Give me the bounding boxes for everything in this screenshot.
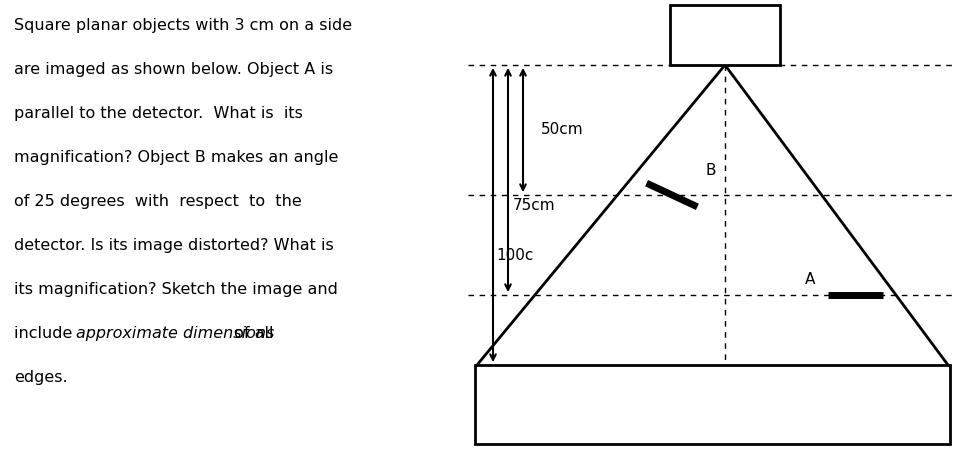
Text: of all: of all	[229, 326, 273, 341]
Text: of 25 degrees  with  respect  to  the: of 25 degrees with respect to the	[14, 194, 302, 209]
Text: detector. Is its image distorted? What is: detector. Is its image distorted? What i…	[14, 238, 334, 253]
Text: approximate dimensions: approximate dimensions	[76, 326, 274, 341]
Bar	[475, 365, 950, 444]
Text: Square planar objects with 3 cm on a side: Square planar objects with 3 cm on a sid…	[14, 18, 352, 33]
Text: 75cm: 75cm	[513, 198, 556, 212]
Text: are imaged as shown below. Object A is: are imaged as shown below. Object A is	[14, 62, 333, 77]
Text: edges.: edges.	[14, 370, 68, 385]
Text: 100c: 100c	[496, 247, 534, 263]
Text: 50cm: 50cm	[541, 123, 584, 137]
Text: parallel to the detector.  What is  its: parallel to the detector. What is its	[14, 106, 303, 121]
Text: B: B	[705, 163, 716, 178]
Bar	[670, 5, 780, 65]
Text: its magnification? Sketch the image and: its magnification? Sketch the image and	[14, 282, 338, 297]
Text: magnification? Object B makes an angle: magnification? Object B makes an angle	[14, 150, 339, 165]
Text: include: include	[14, 326, 77, 341]
Text: Detector: Detector	[670, 395, 755, 414]
Text: A: A	[805, 272, 815, 287]
